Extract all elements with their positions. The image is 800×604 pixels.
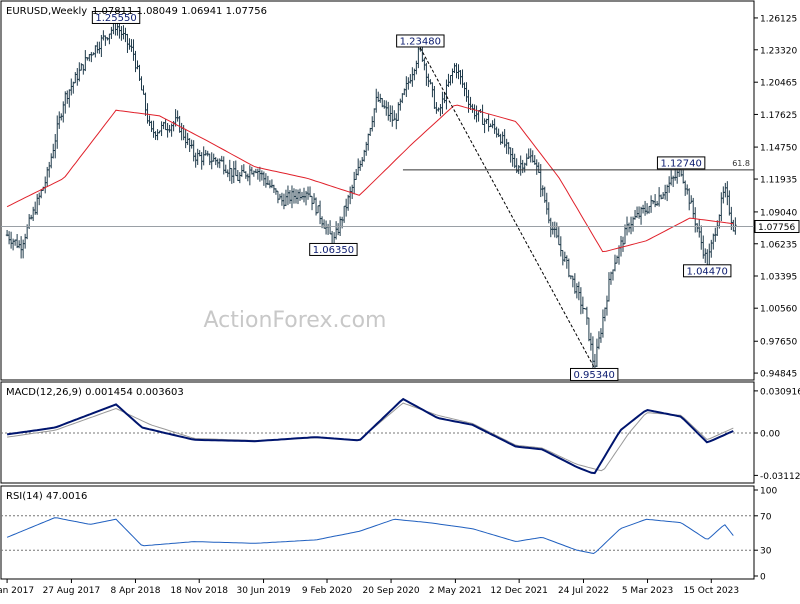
price-annotation-box [683, 264, 732, 278]
macd-y-tick-label: -0.031124 [760, 472, 800, 482]
price-annotation-box [396, 34, 445, 48]
macd-y-tick-label: 0.00 [760, 430, 780, 440]
price-annotation-label: 1.04470 [687, 266, 728, 277]
price-annotation-label: 1.06350 [313, 245, 354, 256]
rsi-lines [1, 515, 754, 555]
x-tick-label: 27 Aug 2017 [43, 586, 101, 596]
price-annotation-label: 0.95340 [574, 370, 615, 381]
x-tick-label: 9 Feb 2020 [302, 586, 353, 596]
price-annotation-label: 1.12740 [660, 158, 701, 169]
current-price-tag [754, 219, 800, 233]
price-annotation-box [570, 367, 619, 381]
chart-ohlc-values: 1.07811 1.08049 1.06941 1.07756 [92, 6, 267, 17]
price-annotation-label: 1.23480 [400, 36, 441, 47]
chart-symbol-title: EURUSD,Weekly [6, 6, 87, 17]
watermark-text: ActionForex.com [204, 308, 387, 333]
price-annotation-label: 1.25550 [95, 13, 136, 24]
price-y-tick-label: 1.14750 [760, 144, 797, 154]
price-y-tick-label: 1.23320 [760, 46, 797, 56]
rsi-panel [0, 485, 755, 580]
fib-level-label: 61.8 [732, 159, 750, 168]
x-tick-label: 24 Jul 2022 [558, 586, 609, 596]
rsi-line [6, 517, 734, 555]
x-tick-label: 12 Dec 2021 [490, 586, 548, 596]
price-y-tick-label: 1.09040 [760, 208, 797, 218]
price-panel [0, 0, 755, 381]
price-y-tick-label: 1.00560 [760, 305, 797, 315]
axes: 1.26125 1.23320 1.20465 1.17625 1.14750 1.119… [0, 14, 800, 596]
price-annotation-box [91, 10, 141, 24]
x-tick-label: 30 Jun 2019 [236, 586, 290, 596]
x-tick-label: 20 Sep 2020 [363, 586, 420, 596]
x-tick-label: 8 Apr 2018 [111, 586, 161, 596]
price-y-tick-label: 0.94845 [760, 370, 797, 380]
price-y-tick-label: 0.97650 [760, 338, 797, 348]
rsi-y-tick-label: 0 [760, 573, 766, 583]
x-tick-label: 5 Mar 2023 [622, 586, 673, 596]
price-y-tick-label: 1.26125 [760, 14, 797, 24]
x-tick-label: 15 Jan 2017 [0, 586, 34, 596]
rsi-y-tick-label: 100 [760, 487, 777, 497]
price-y-tick-label: 1.03395 [760, 273, 797, 283]
rsi-y-tick-label: 70 [760, 512, 772, 522]
price-annotation-box [309, 242, 358, 256]
rsi-y-tick-label: 30 [760, 547, 772, 557]
macd-title: MACD(12,26,9) 0.001454 0.003603 [6, 387, 184, 398]
macd-y-tick-label: 0.030916 [760, 387, 800, 397]
price-y-tick-label: 1.17625 [760, 111, 797, 121]
rsi-title: RSI(14) 47.0016 [6, 491, 87, 502]
current-price-label: 1.07756 [758, 223, 795, 233]
price-annotation-box [656, 156, 706, 170]
x-tick-label: 2 May 2021 [429, 586, 482, 596]
moving-average-line [6, 104, 734, 253]
x-tick-label: 15 Oct 2023 [683, 586, 739, 596]
trend-line [419, 47, 595, 368]
macd-lines [1, 397, 754, 475]
price-y-tick-label: 1.11935 [760, 176, 797, 186]
x-tick-label: 18 Nov 2018 [170, 586, 228, 596]
macd-main-line [6, 397, 734, 475]
price-y-tick-label: 1.06235 [760, 240, 797, 250]
price-ohlc-bars [5, 14, 737, 373]
price-y-tick-label: 1.20465 [760, 79, 797, 89]
price-overlays: 61.8 1.25550 1.23480 1.06350 0.95340 1.12740 1… [1, 10, 754, 381]
